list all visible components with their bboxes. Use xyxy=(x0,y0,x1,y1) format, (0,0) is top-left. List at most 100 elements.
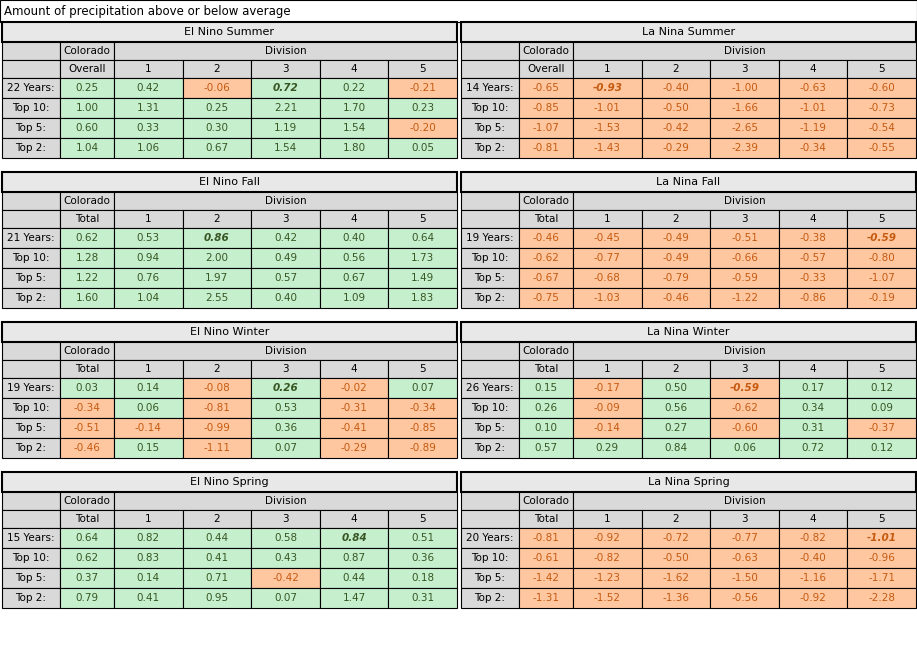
Text: 5: 5 xyxy=(419,214,426,224)
Bar xyxy=(779,78,847,98)
Text: -0.55: -0.55 xyxy=(868,143,895,153)
Bar xyxy=(847,98,916,118)
Text: 3: 3 xyxy=(282,514,289,524)
Text: -0.59: -0.59 xyxy=(867,233,897,243)
Bar xyxy=(114,378,182,398)
Bar xyxy=(2,22,457,42)
Bar xyxy=(114,210,182,228)
Text: 0.51: 0.51 xyxy=(411,533,435,543)
Text: -1.01: -1.01 xyxy=(800,103,826,113)
Text: 4: 4 xyxy=(810,514,816,524)
Bar xyxy=(710,288,779,308)
Bar xyxy=(389,398,457,418)
Bar xyxy=(710,398,779,418)
Bar xyxy=(2,42,60,60)
Text: 26 Years:: 26 Years: xyxy=(466,383,514,393)
Bar xyxy=(389,228,457,248)
Bar xyxy=(642,98,710,118)
Bar xyxy=(114,268,182,288)
Text: 2: 2 xyxy=(672,64,679,74)
Bar xyxy=(182,378,251,398)
Text: -0.50: -0.50 xyxy=(662,553,690,563)
Text: Colorado: Colorado xyxy=(523,196,569,206)
Text: 1.22: 1.22 xyxy=(75,273,99,283)
Bar xyxy=(710,418,779,438)
Bar xyxy=(573,548,642,568)
Text: 1: 1 xyxy=(604,214,611,224)
Bar xyxy=(847,438,916,458)
Text: -0.56: -0.56 xyxy=(731,593,758,603)
Text: 5: 5 xyxy=(419,364,426,374)
Text: -0.65: -0.65 xyxy=(533,83,559,93)
Bar xyxy=(251,78,320,98)
Bar xyxy=(320,228,389,248)
Text: -0.60: -0.60 xyxy=(731,423,757,433)
Text: Top 2:: Top 2: xyxy=(474,293,505,303)
Bar xyxy=(573,192,916,210)
Text: -1.16: -1.16 xyxy=(800,573,826,583)
Text: -0.89: -0.89 xyxy=(409,443,436,453)
Text: 1.73: 1.73 xyxy=(411,253,435,263)
Bar xyxy=(182,398,251,418)
Text: 1.60: 1.60 xyxy=(75,293,98,303)
Text: 0.36: 0.36 xyxy=(411,553,435,563)
Text: 0.33: 0.33 xyxy=(137,123,160,133)
Bar xyxy=(461,322,916,342)
Bar xyxy=(573,78,642,98)
Bar xyxy=(519,228,573,248)
Bar xyxy=(519,288,573,308)
Text: -0.02: -0.02 xyxy=(341,383,368,393)
Text: 1.06: 1.06 xyxy=(137,143,160,153)
Text: 1.19: 1.19 xyxy=(274,123,297,133)
Bar xyxy=(847,528,916,548)
Bar xyxy=(389,98,457,118)
Text: -0.79: -0.79 xyxy=(662,273,690,283)
Bar xyxy=(642,138,710,158)
Bar xyxy=(320,60,389,78)
Bar xyxy=(461,342,519,360)
Bar xyxy=(847,248,916,268)
Bar xyxy=(461,472,916,492)
Bar xyxy=(779,118,847,138)
Bar xyxy=(320,418,389,438)
Bar xyxy=(2,228,60,248)
Bar xyxy=(642,60,710,78)
Bar xyxy=(642,288,710,308)
Bar xyxy=(60,438,114,458)
Bar xyxy=(710,248,779,268)
Text: 0.84: 0.84 xyxy=(341,533,367,543)
Bar xyxy=(60,268,114,288)
Bar xyxy=(519,42,573,60)
Bar xyxy=(642,78,710,98)
Text: -0.09: -0.09 xyxy=(594,403,621,413)
Bar xyxy=(114,528,182,548)
Bar xyxy=(573,492,916,510)
Bar xyxy=(2,210,60,228)
Bar xyxy=(320,268,389,288)
Bar xyxy=(461,42,519,60)
Text: 1.83: 1.83 xyxy=(411,293,435,303)
Text: Top 5:: Top 5: xyxy=(16,423,47,433)
Bar xyxy=(573,268,642,288)
Text: 0.31: 0.31 xyxy=(411,593,435,603)
Text: -1.62: -1.62 xyxy=(662,573,690,583)
Text: Top 10:: Top 10: xyxy=(471,403,509,413)
Bar xyxy=(519,98,573,118)
Text: 4: 4 xyxy=(351,514,358,524)
Text: -0.51: -0.51 xyxy=(731,233,758,243)
Bar xyxy=(847,548,916,568)
Bar xyxy=(60,528,114,548)
Bar xyxy=(642,568,710,588)
Bar xyxy=(114,98,182,118)
Text: -1.71: -1.71 xyxy=(868,573,895,583)
Bar xyxy=(2,78,60,98)
Text: 0.14: 0.14 xyxy=(137,573,160,583)
Text: 2: 2 xyxy=(672,514,679,524)
Bar xyxy=(2,548,60,568)
Text: 0.64: 0.64 xyxy=(411,233,435,243)
Text: Total: Total xyxy=(75,214,99,224)
Bar xyxy=(519,398,573,418)
Bar xyxy=(847,378,916,398)
Bar xyxy=(461,288,519,308)
Bar xyxy=(710,568,779,588)
